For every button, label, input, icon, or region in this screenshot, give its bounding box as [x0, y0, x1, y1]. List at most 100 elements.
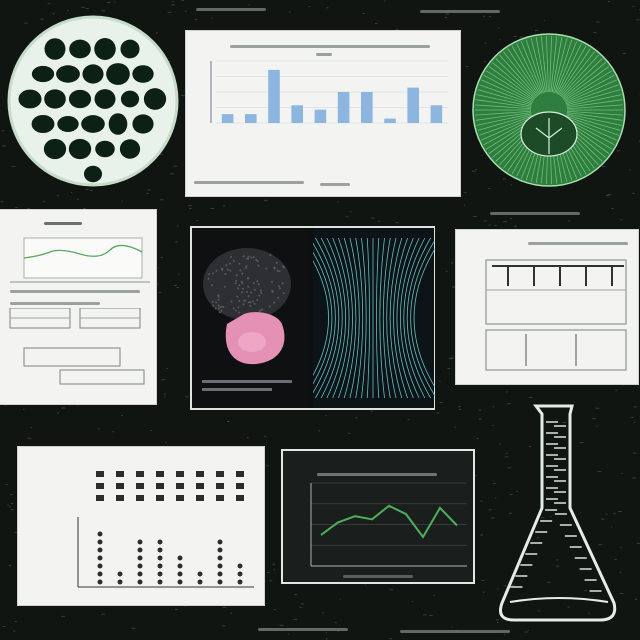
caption-scribble-bottom-2 — [400, 630, 510, 633]
dot-chart-panel — [18, 447, 264, 605]
legend-glyph — [96, 471, 104, 477]
glass-flask-illustration — [499, 404, 617, 622]
caption-scribble-top — [196, 8, 266, 11]
bar — [407, 87, 419, 123]
dot — [157, 555, 163, 561]
legend-glyph — [116, 495, 124, 501]
caption-scribble-mid-right — [490, 212, 580, 215]
right-doc-heading — [528, 242, 628, 245]
dot — [97, 563, 103, 569]
bar — [291, 105, 303, 123]
left-document-panel — [0, 210, 156, 404]
doc-line-scribble-2 — [10, 302, 100, 305]
dot — [97, 571, 103, 577]
line-chart-panel — [281, 449, 475, 584]
right-doc-diagram — [485, 259, 627, 371]
bar-chart-panel — [186, 31, 460, 196]
legend-glyph — [156, 483, 164, 489]
legend-glyph — [156, 471, 164, 477]
legend-glyph — [236, 471, 244, 477]
dot — [117, 579, 123, 585]
dot — [97, 579, 103, 585]
dot — [197, 579, 203, 585]
pink-droplet-micrograph — [192, 228, 310, 408]
legend-glyph — [176, 471, 184, 477]
dot-chart — [77, 471, 254, 588]
dot — [197, 571, 203, 577]
dot — [97, 547, 103, 553]
bar — [268, 69, 280, 123]
caption-scribble-top-right — [420, 10, 500, 13]
bar — [337, 92, 350, 123]
dot — [237, 571, 243, 577]
legend-glyph — [136, 483, 144, 489]
doc-heading-scribble — [44, 222, 82, 225]
green-fiber-sphere-illustration — [472, 33, 626, 187]
dot — [137, 579, 143, 585]
legend-glyph — [196, 483, 204, 489]
legend-glyph — [136, 495, 144, 501]
legend-glyph — [236, 483, 244, 489]
legend-glyph — [236, 495, 244, 501]
bar — [430, 105, 443, 123]
doc-table-sketch — [9, 308, 145, 385]
dot — [137, 539, 143, 545]
legend-glyph — [196, 471, 204, 477]
bar — [221, 114, 234, 123]
legend-glyph — [176, 495, 184, 501]
dot — [97, 539, 103, 545]
cell-lattice-illustration — [7, 15, 179, 187]
legend-glyph — [136, 471, 144, 477]
footer-scribble-2 — [320, 183, 350, 186]
dot — [157, 547, 163, 553]
dot — [237, 579, 243, 585]
dot — [217, 555, 223, 561]
legend-glyph — [196, 495, 204, 501]
line-footer-scribble — [343, 575, 413, 578]
dot — [97, 555, 103, 561]
subtitle-scribble — [316, 53, 332, 56]
dot — [157, 539, 163, 545]
dot — [217, 563, 223, 569]
line-chart — [310, 482, 467, 567]
legend-glyph — [116, 471, 124, 477]
legend-glyph — [176, 483, 184, 489]
legend-glyph — [216, 483, 224, 489]
dot — [177, 563, 183, 569]
dot — [137, 563, 143, 569]
dot — [177, 555, 183, 561]
legend-glyph — [216, 495, 224, 501]
legend-glyph — [96, 483, 104, 489]
dot — [117, 571, 123, 577]
dot — [137, 547, 143, 553]
dot — [217, 579, 223, 585]
bar-chart — [210, 60, 448, 124]
dot — [237, 563, 243, 569]
dot — [137, 571, 143, 577]
dot — [177, 579, 183, 585]
cyan-fiber-micrograph — [313, 228, 435, 408]
bar — [361, 92, 373, 123]
legend-glyph — [96, 495, 104, 501]
microscopy-image-panel — [190, 226, 435, 410]
dot — [217, 547, 223, 553]
bar — [245, 114, 257, 123]
legend-glyph — [156, 495, 164, 501]
dot — [157, 571, 163, 577]
doc-line-scribble-1 — [10, 290, 140, 293]
line-title-scribble — [317, 473, 437, 476]
bar — [384, 118, 396, 123]
legend-glyph — [216, 471, 224, 477]
title-scribble — [230, 45, 430, 48]
dot — [137, 555, 143, 561]
dot — [157, 563, 163, 569]
footer-scribble — [194, 181, 304, 184]
line-series — [320, 504, 458, 539]
dot — [217, 539, 223, 545]
doc-line-plot — [10, 237, 150, 283]
dot — [217, 571, 223, 577]
dot — [177, 571, 183, 577]
right-document-panel — [456, 230, 638, 384]
bar — [314, 109, 327, 123]
caption-scribble-bottom — [258, 628, 348, 631]
